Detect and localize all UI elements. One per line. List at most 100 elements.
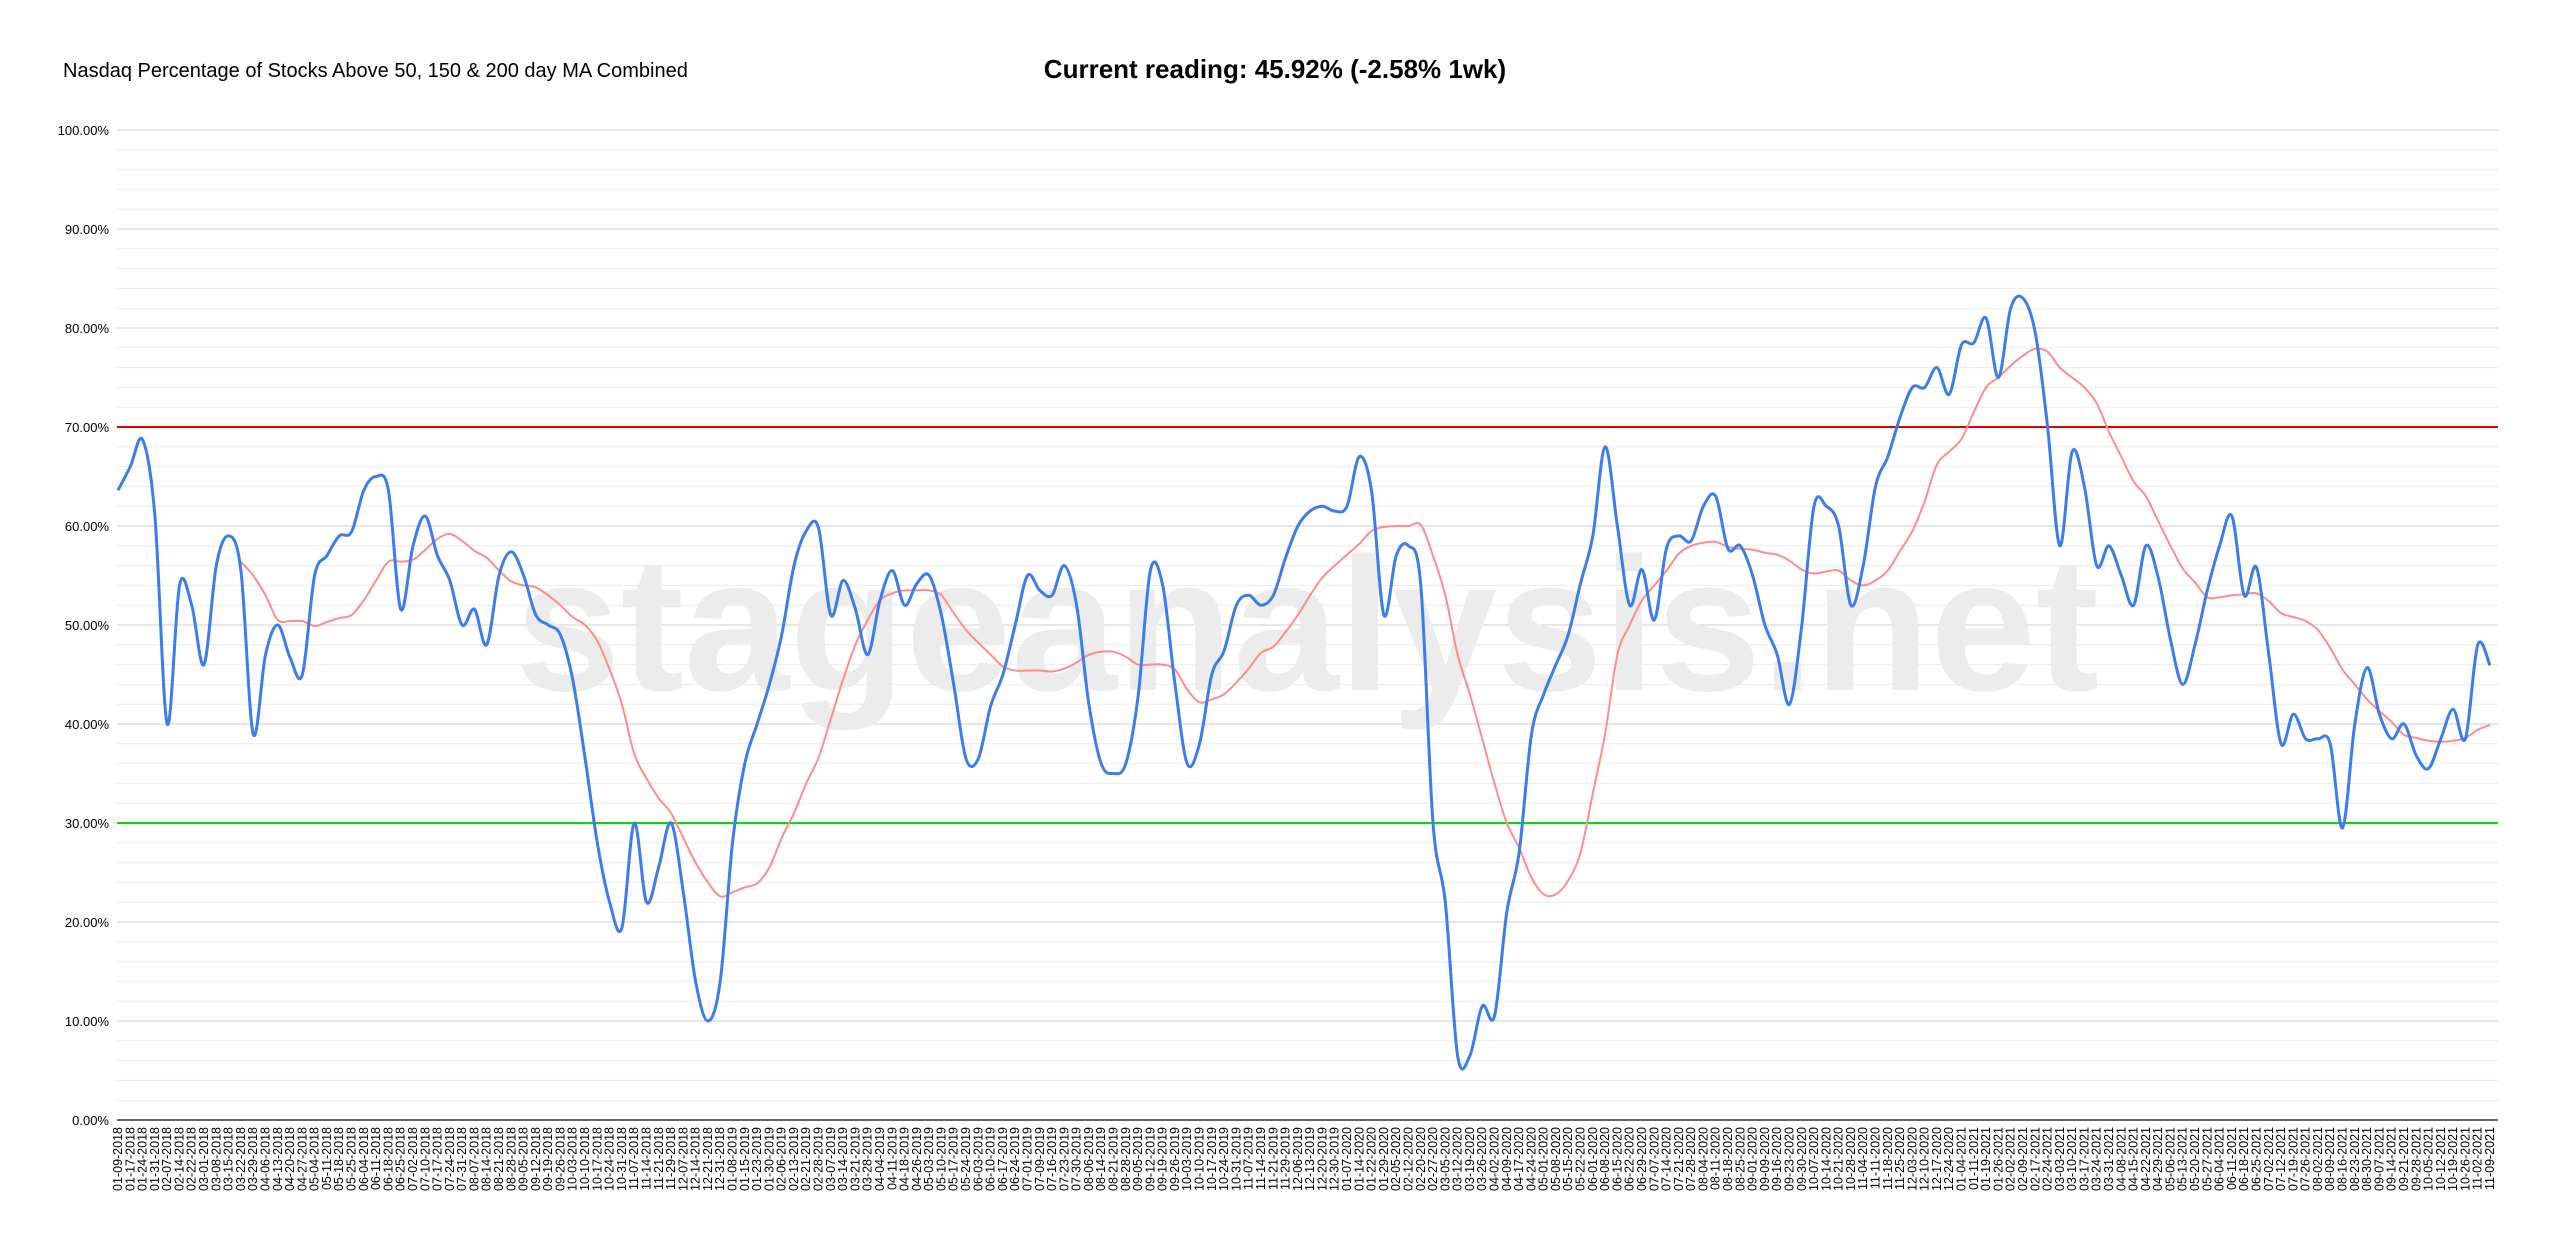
- x-tick-label: 03-15-2018: [222, 1127, 236, 1191]
- x-tick-label: 05-13-2021: [2176, 1127, 2190, 1191]
- x-tick-label: 11-02-2021: [2471, 1127, 2485, 1190]
- x-tick-label: 01-30-2019: [762, 1127, 776, 1191]
- x-tick-label: 05-01-2020: [1537, 1127, 1551, 1191]
- x-tick-label: 06-15-2020: [1610, 1127, 1624, 1191]
- x-tick-label: 08-09-2021: [2323, 1127, 2337, 1191]
- x-tick-label: 04-15-2021: [2127, 1127, 2141, 1191]
- x-tick-label: 01-15-2019: [738, 1127, 752, 1191]
- x-tick-label: 08-14-2018: [480, 1127, 494, 1191]
- x-tick-label: 04-04-2019: [873, 1127, 887, 1191]
- x-tick-label: 11-29-2019: [1279, 1127, 1293, 1190]
- x-tick-label: 02-02-2021: [2004, 1127, 2018, 1191]
- x-tick-label: 10-31-2019: [1229, 1127, 1243, 1191]
- x-tick-label: 12-21-2018: [701, 1127, 715, 1191]
- x-tick-label: 07-26-2021: [2299, 1127, 2313, 1191]
- x-tick-label: 06-24-2019: [1008, 1127, 1022, 1191]
- x-tick-label: 09-21-2021: [2397, 1127, 2411, 1191]
- x-tick-label: 04-11-2019: [885, 1127, 899, 1190]
- current-reading: Current reading: 45.92% (-2.58% 1wk): [1043, 54, 1507, 84]
- x-tick-label: 09-07-2021: [2372, 1127, 2386, 1191]
- gridlines: [117, 129, 2498, 1121]
- x-tick-label: 08-21-2019: [1107, 1127, 1121, 1191]
- x-tick-label: 07-30-2019: [1070, 1127, 1084, 1191]
- x-tick-label: 06-25-2021: [2249, 1127, 2263, 1191]
- x-tick-label: 04-26-2019: [910, 1127, 924, 1191]
- x-tick-label: 11-04-2020: [1856, 1127, 1870, 1190]
- x-tick-label: 12-17-2020: [1930, 1127, 1944, 1191]
- y-tick-label: 0.00%: [72, 1113, 109, 1128]
- x-tick-label: 03-31-2021: [2102, 1127, 2116, 1191]
- x-tick-label: 04-20-2018: [283, 1127, 297, 1191]
- x-tick-label: 10-07-2020: [1807, 1127, 1821, 1191]
- x-tick-label: 03-12-2020: [1451, 1127, 1465, 1191]
- y-axis-labels: 0.00% 10.00% 20.00% 30.00% 40.00% 50.00% 60.00…: [58, 123, 110, 1128]
- x-tick-label: 07-14-2020: [1660, 1127, 1674, 1191]
- y-tick-label: 60.00%: [65, 519, 110, 534]
- x-tick-label: 01-29-2020: [1377, 1127, 1391, 1191]
- x-tick-label: 02-21-2019: [799, 1127, 813, 1191]
- x-tick-label: 06-03-2019: [971, 1127, 985, 1191]
- x-axis-labels: 01-09-201801-17-201801-24-201801-31-2018…: [111, 1127, 2497, 1191]
- x-tick-label: 02-27-2020: [1426, 1127, 1440, 1191]
- x-tick-label: 04-06-2018: [258, 1127, 272, 1191]
- x-tick-label: 06-25-2018: [394, 1127, 408, 1191]
- x-tick-label: 11-14-2019: [1254, 1127, 1268, 1190]
- x-tick-label: 06-18-2018: [381, 1127, 395, 1191]
- x-tick-label: 07-09-2019: [1033, 1127, 1047, 1191]
- y-tick-label: 40.00%: [65, 717, 110, 732]
- x-tick-label: 09-05-2019: [1131, 1127, 1145, 1191]
- x-tick-label: 03-01-2018: [197, 1127, 211, 1191]
- x-tick-label: 05-04-2018: [308, 1127, 322, 1191]
- x-tick-label: 02-06-2019: [775, 1127, 789, 1191]
- x-tick-label: 05-15-2020: [1561, 1127, 1575, 1191]
- x-tick-label: 04-13-2018: [271, 1127, 285, 1191]
- series-line-moving-average: [240, 347, 2491, 898]
- x-tick-label: 04-18-2019: [898, 1127, 912, 1191]
- x-tick-label: 05-20-2021: [2188, 1127, 2202, 1191]
- x-tick-label: 12-13-2019: [1303, 1127, 1317, 1191]
- x-tick-label: 03-14-2019: [836, 1127, 850, 1191]
- x-tick-label: 10-24-2019: [1217, 1127, 1231, 1191]
- x-tick-label: 09-19-2019: [1156, 1127, 1170, 1191]
- x-tick-label: 03-22-2018: [234, 1127, 248, 1191]
- x-tick-label: 01-31-2018: [148, 1127, 162, 1191]
- x-tick-label: 02-28-2019: [812, 1127, 826, 1191]
- x-tick-label: 11-25-2020: [1893, 1127, 1907, 1190]
- x-tick-label: 01-19-2021: [1979, 1127, 1993, 1191]
- x-tick-label: 11-29-2018: [664, 1127, 678, 1190]
- x-tick-label: 12-24-2020: [1942, 1127, 1956, 1191]
- x-tick-label: 05-10-2019: [934, 1127, 948, 1191]
- x-tick-label: 10-28-2020: [1844, 1127, 1858, 1191]
- x-tick-label: 03-19-2020: [1463, 1127, 1477, 1191]
- x-tick-label: 06-17-2019: [996, 1127, 1010, 1191]
- x-tick-label: 04-02-2020: [1487, 1127, 1501, 1191]
- x-tick-label: 10-17-2018: [590, 1127, 604, 1191]
- x-tick-label: 07-23-2019: [1057, 1127, 1071, 1191]
- x-tick-label: 08-25-2020: [1733, 1127, 1747, 1191]
- chart-title: Nasdaq Percentage of Stocks Above 50, 15…: [63, 60, 688, 82]
- x-tick-label: 04-22-2021: [2139, 1127, 2153, 1191]
- x-tick-label: 08-02-2021: [2311, 1127, 2325, 1191]
- x-tick-label: 01-08-2019: [726, 1127, 740, 1191]
- x-tick-label: 10-17-2019: [1205, 1127, 1219, 1191]
- x-tick-label: 04-27-2018: [295, 1127, 309, 1191]
- x-tick-label: 08-11-2020: [1709, 1127, 1723, 1190]
- x-tick-label: 06-08-2020: [1598, 1127, 1612, 1191]
- x-tick-label: 07-07-2020: [1647, 1127, 1661, 1191]
- x-tick-label: 10-03-2019: [1180, 1127, 1194, 1191]
- x-tick-label: 09-12-2019: [1143, 1127, 1157, 1191]
- x-tick-label: 10-12-2021: [2434, 1127, 2448, 1191]
- x-tick-label: 09-01-2020: [1746, 1127, 1760, 1191]
- x-tick-label: 11-14-2018: [639, 1127, 653, 1190]
- x-tick-label: 08-06-2019: [1082, 1127, 1096, 1191]
- x-tick-label: 03-05-2020: [1438, 1127, 1452, 1191]
- x-tick-label: 08-23-2021: [2348, 1127, 2362, 1191]
- x-tick-label: 01-22-2020: [1365, 1127, 1379, 1191]
- x-tick-label: 08-14-2019: [1094, 1127, 1108, 1191]
- x-tick-label: 02-12-2020: [1401, 1127, 1415, 1191]
- watermark: stageanalysis.net: [515, 519, 2099, 731]
- x-tick-label: 05-22-2020: [1574, 1127, 1588, 1191]
- y-tick-label: 90.00%: [65, 222, 110, 237]
- x-tick-label: 01-14-2020: [1352, 1127, 1366, 1191]
- x-tick-label: 09-26-2018: [553, 1127, 567, 1191]
